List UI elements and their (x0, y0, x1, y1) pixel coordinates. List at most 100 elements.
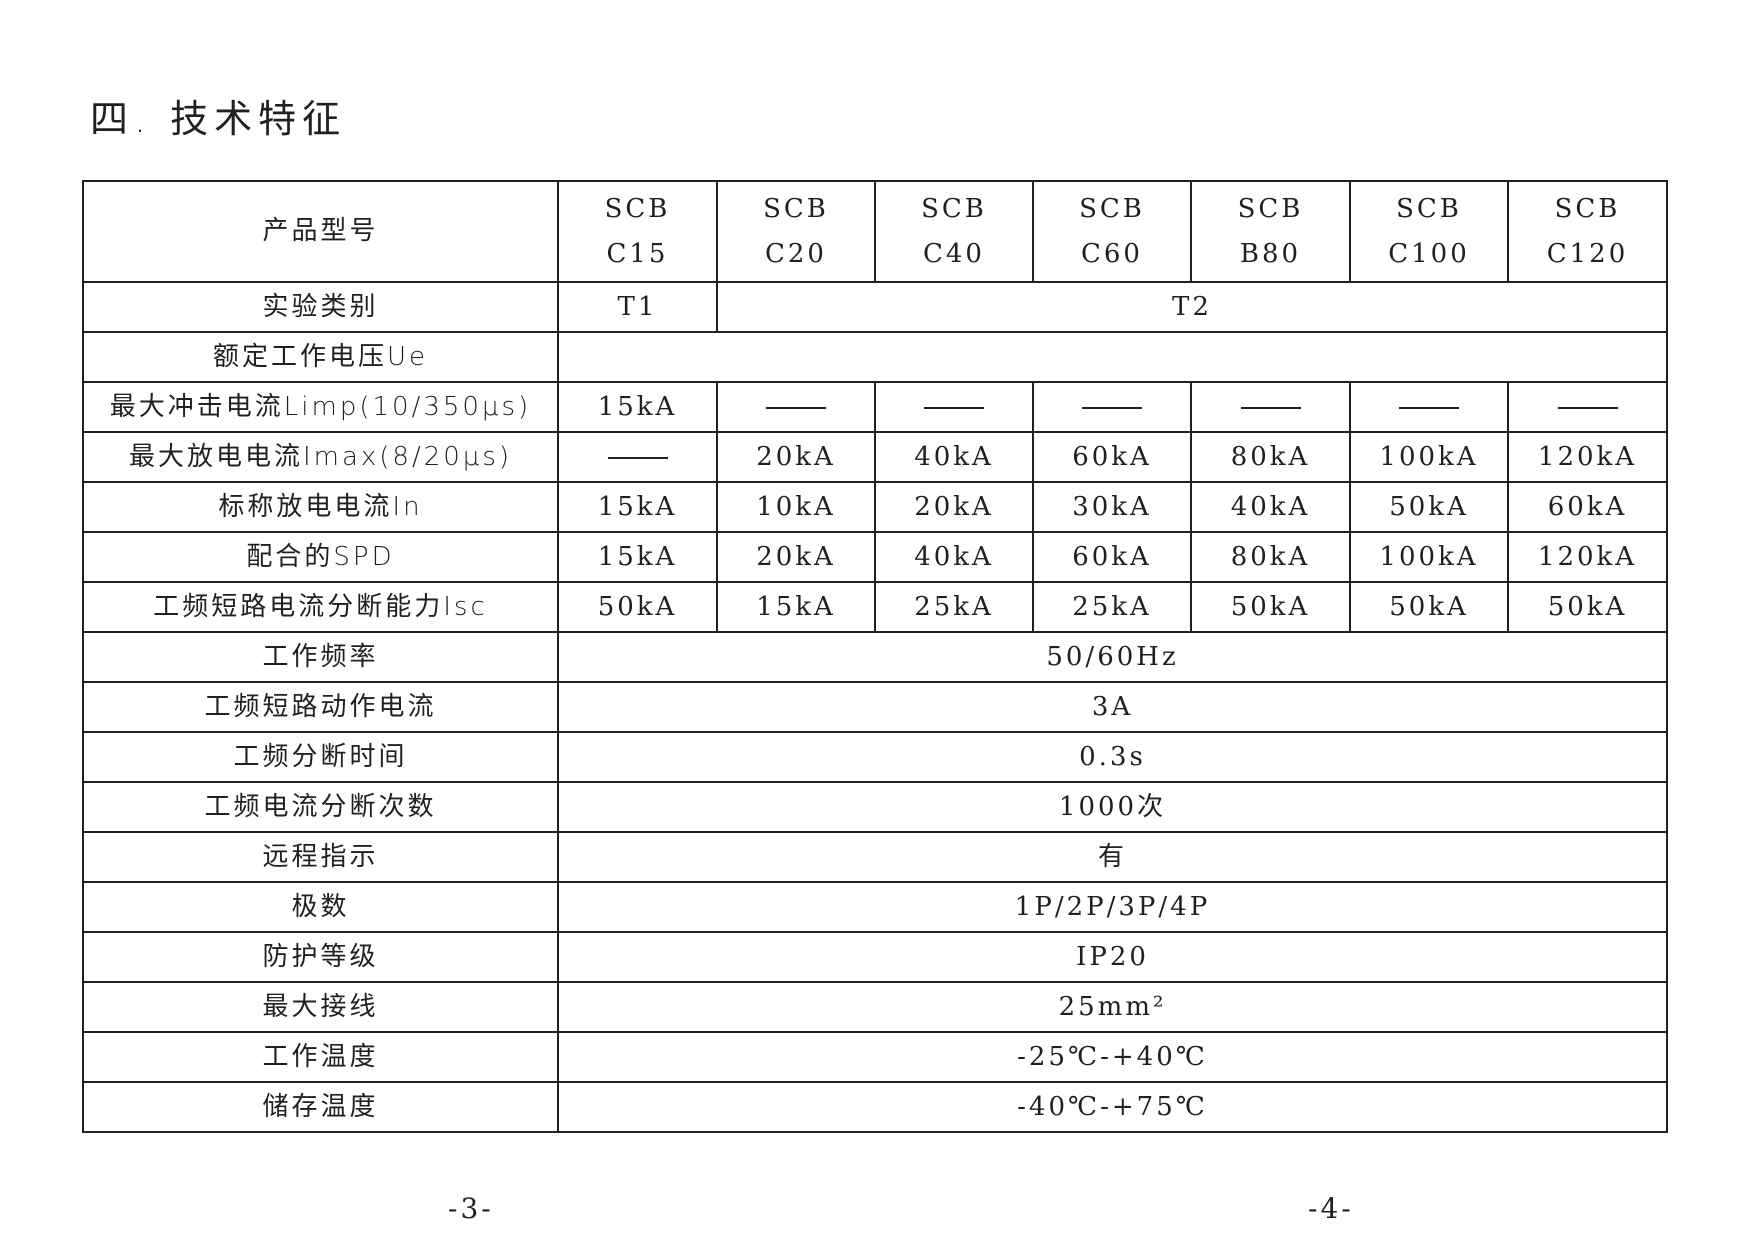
cell: 1000次 (557, 781, 1668, 833)
cell-dash (1349, 381, 1509, 433)
row-label: 最大接线 (82, 981, 559, 1033)
page-number-left: -3- (448, 1192, 494, 1225)
cell-dash (874, 381, 1034, 433)
cell: IP20 (557, 931, 1668, 983)
cell: 有 (557, 831, 1668, 883)
row-label: 储存温度 (82, 1081, 559, 1133)
cell: 50kA (557, 581, 718, 633)
model-header: SCB C20 (716, 180, 876, 283)
table-row: 储存温度 -40℃-+75℃ (82, 1081, 1668, 1133)
table-row: 工作温度 -25℃-+40℃ (82, 1031, 1668, 1083)
row-label: 工频电流分断次数 (82, 781, 559, 833)
cell: 15kA (557, 531, 718, 583)
page-number-right: -4- (1308, 1192, 1354, 1225)
dash-mark (924, 406, 984, 409)
table-row: 远程指示有 (82, 831, 1668, 883)
model-series: SCB (1554, 194, 1621, 225)
cell: -40℃-+75℃ (557, 1081, 1668, 1133)
cell: 50kA (1349, 481, 1509, 533)
cell: 15kA (716, 581, 876, 633)
cell: 40kA (874, 531, 1034, 583)
cell: 80kA (1190, 431, 1351, 483)
table-row: 最大冲击电流Limp(10/350μs) 15kA (82, 381, 1668, 433)
model-code: C15 (606, 238, 669, 269)
cell: 50kA (1349, 581, 1509, 633)
row-label: 最大放电电流Imax(8/20μs) (82, 431, 559, 483)
model-header: SCB C15 (557, 180, 718, 283)
cell: 80kA (1190, 531, 1351, 583)
cell: 50/60Hz (557, 631, 1668, 683)
model-series: SCB (1079, 194, 1145, 225)
cell: 10kA (716, 481, 876, 533)
model-code: C120 (1546, 238, 1629, 269)
cell: 20kA (716, 531, 876, 583)
row-label: 工频短路动作电流 (82, 681, 559, 733)
cell: 40kA (874, 431, 1034, 483)
row-label: 标称放电电流In (82, 481, 559, 533)
model-code: C40 (923, 238, 985, 269)
cell-dash (1032, 381, 1192, 433)
dash-mark (1240, 406, 1301, 409)
table-row: 配合的SPD 15kA 20kA 40kA 60kA 80kA 100kA 120kA (82, 531, 1668, 583)
cell-dash (557, 431, 718, 483)
cell: T2 (716, 281, 1668, 333)
section-title: 四. 技术特征 (90, 97, 347, 141)
cell: 40kA (1190, 481, 1351, 533)
table-row: 极数 1P/2P/3P/4P (82, 881, 1668, 933)
model-code: C60 (1081, 238, 1143, 269)
model-header: SCB C100 (1349, 180, 1509, 283)
spec-table: 产品型号 SCB C15 SCB C20 SCB C40 SCB C60 SCB B80 SCB C1… (82, 180, 1668, 1133)
cell: 100kA (1349, 531, 1509, 583)
model-header: SCB C60 (1032, 180, 1192, 283)
cell: 15kA (557, 481, 718, 533)
cell: 3A (557, 681, 1668, 733)
cell: T1 (557, 281, 718, 333)
dash-mark (1082, 406, 1142, 409)
row-label: 工频分断时间 (82, 731, 559, 783)
row-label: 防护等级 (82, 931, 559, 983)
model-header: SCB B80 (1190, 180, 1351, 283)
header-row: 产品型号 SCB C15 SCB C20 SCB C40 SCB C60 SCB B80 SCB C1… (82, 180, 1668, 283)
dash-mark (1399, 406, 1459, 409)
cell: 25mm² (557, 981, 1668, 1033)
cell-dash (716, 381, 876, 433)
row-label: 产品型号 (82, 180, 559, 283)
cell: 15kA (557, 381, 718, 433)
table-row: 最大接线 25mm² (82, 981, 1668, 1033)
table-row: 工作频率 50/60Hz (82, 631, 1668, 683)
model-header: SCB C40 (874, 180, 1034, 283)
test-class-row: 实验类别 T1 T2 (82, 281, 1668, 333)
model-header: SCB C120 (1507, 180, 1668, 283)
row-label: 实验类别 (82, 281, 559, 333)
row-label: 配合的SPD (82, 531, 559, 583)
row-label: 最大冲击电流Limp(10/350μs) (82, 381, 559, 433)
model-series: SCB (763, 194, 829, 225)
cell: 25kA (874, 581, 1034, 633)
model-series: SCB (1237, 194, 1304, 225)
row-label: 极数 (82, 881, 559, 933)
cell (557, 331, 1668, 383)
model-code: B80 (1239, 238, 1302, 269)
cell-dash (1190, 381, 1351, 433)
model-series: SCB (604, 194, 671, 225)
cell-dash (1507, 381, 1668, 433)
cell: 60kA (1507, 481, 1668, 533)
table-row: 防护等级 IP20 (82, 931, 1668, 983)
cell: 100kA (1349, 431, 1509, 483)
cell: 0.3s (557, 731, 1668, 783)
cell: 50kA (1190, 581, 1351, 633)
row-label: 远程指示 (82, 831, 559, 883)
row-label: 工作频率 (82, 631, 559, 683)
table-row: 工频电流分断次数 1000次 (82, 781, 1668, 833)
cell: 20kA (874, 481, 1034, 533)
table-row: 工频短路动作电流 3A (82, 681, 1668, 733)
cell: 60kA (1032, 531, 1192, 583)
table-row: 工频分断时间 0.3s (82, 731, 1668, 783)
cell: -25℃-+40℃ (557, 1031, 1668, 1083)
dash-mark (1557, 406, 1618, 409)
rated-voltage-row: 额定工作电压Ue (82, 331, 1668, 383)
cell: 1P/2P/3P/4P (557, 881, 1668, 933)
cell: 20kA (716, 431, 876, 483)
cell: 30kA (1032, 481, 1192, 533)
cell: 50kA (1507, 581, 1668, 633)
